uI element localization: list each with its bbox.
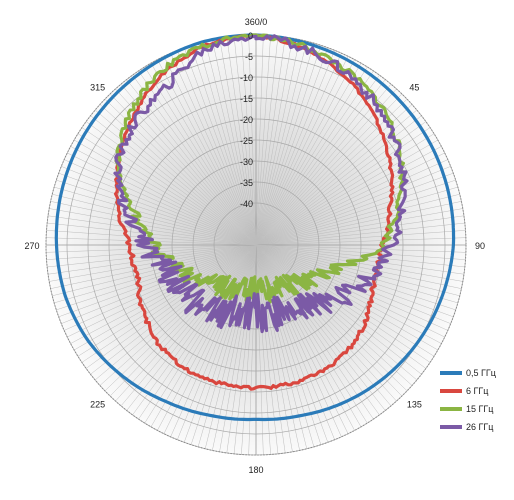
grid-ring (108, 97, 404, 393)
legend-label: 15 ГГц (466, 404, 493, 414)
radial-tick-label: -5 (245, 52, 253, 62)
grid-ring (66, 55, 446, 435)
angle-label: 270 (24, 241, 39, 251)
radial-tick-label: 0 (248, 31, 253, 41)
outer-ring (45, 34, 467, 456)
radial-tick-label: -20 (240, 115, 253, 125)
radial-tick-label: -30 (240, 157, 253, 167)
series-line-4 (113, 34, 409, 334)
polar-grid (45, 34, 467, 456)
grid-ring (150, 139, 362, 351)
grid-ring (171, 160, 341, 330)
angle-label: 45 (409, 83, 419, 93)
axis-labels: 360/0 45 90 135 180 225 270 315 0 -5 -10 -15 -20 -25 -… (24, 17, 485, 475)
grid-ring (87, 76, 425, 414)
radial-tick-label: -25 (240, 136, 253, 146)
series-line-1 (54, 33, 456, 422)
radial-tick-label: -15 (240, 94, 253, 104)
angle-label: 225 (90, 399, 105, 409)
legend-label: 6 ГГц (466, 386, 488, 396)
angle-label: 90 (475, 241, 485, 251)
angle-label: 135 (407, 399, 422, 409)
angle-label: 315 (90, 83, 105, 93)
legend: 0,5 ГГц 6 ГГц 15 ГГц 26 ГГц (440, 368, 496, 432)
series-layer (54, 33, 456, 422)
angle-label: 360/0 (245, 17, 268, 27)
angle-label: 180 (248, 465, 263, 475)
radial-tick-label: -10 (240, 73, 253, 83)
radial-tick-label: -40 (240, 199, 253, 209)
radial-tick-label: -35 (240, 178, 253, 188)
legend-label: 0,5 ГГц (466, 368, 496, 378)
legend-label: 26 ГГц (466, 422, 493, 432)
